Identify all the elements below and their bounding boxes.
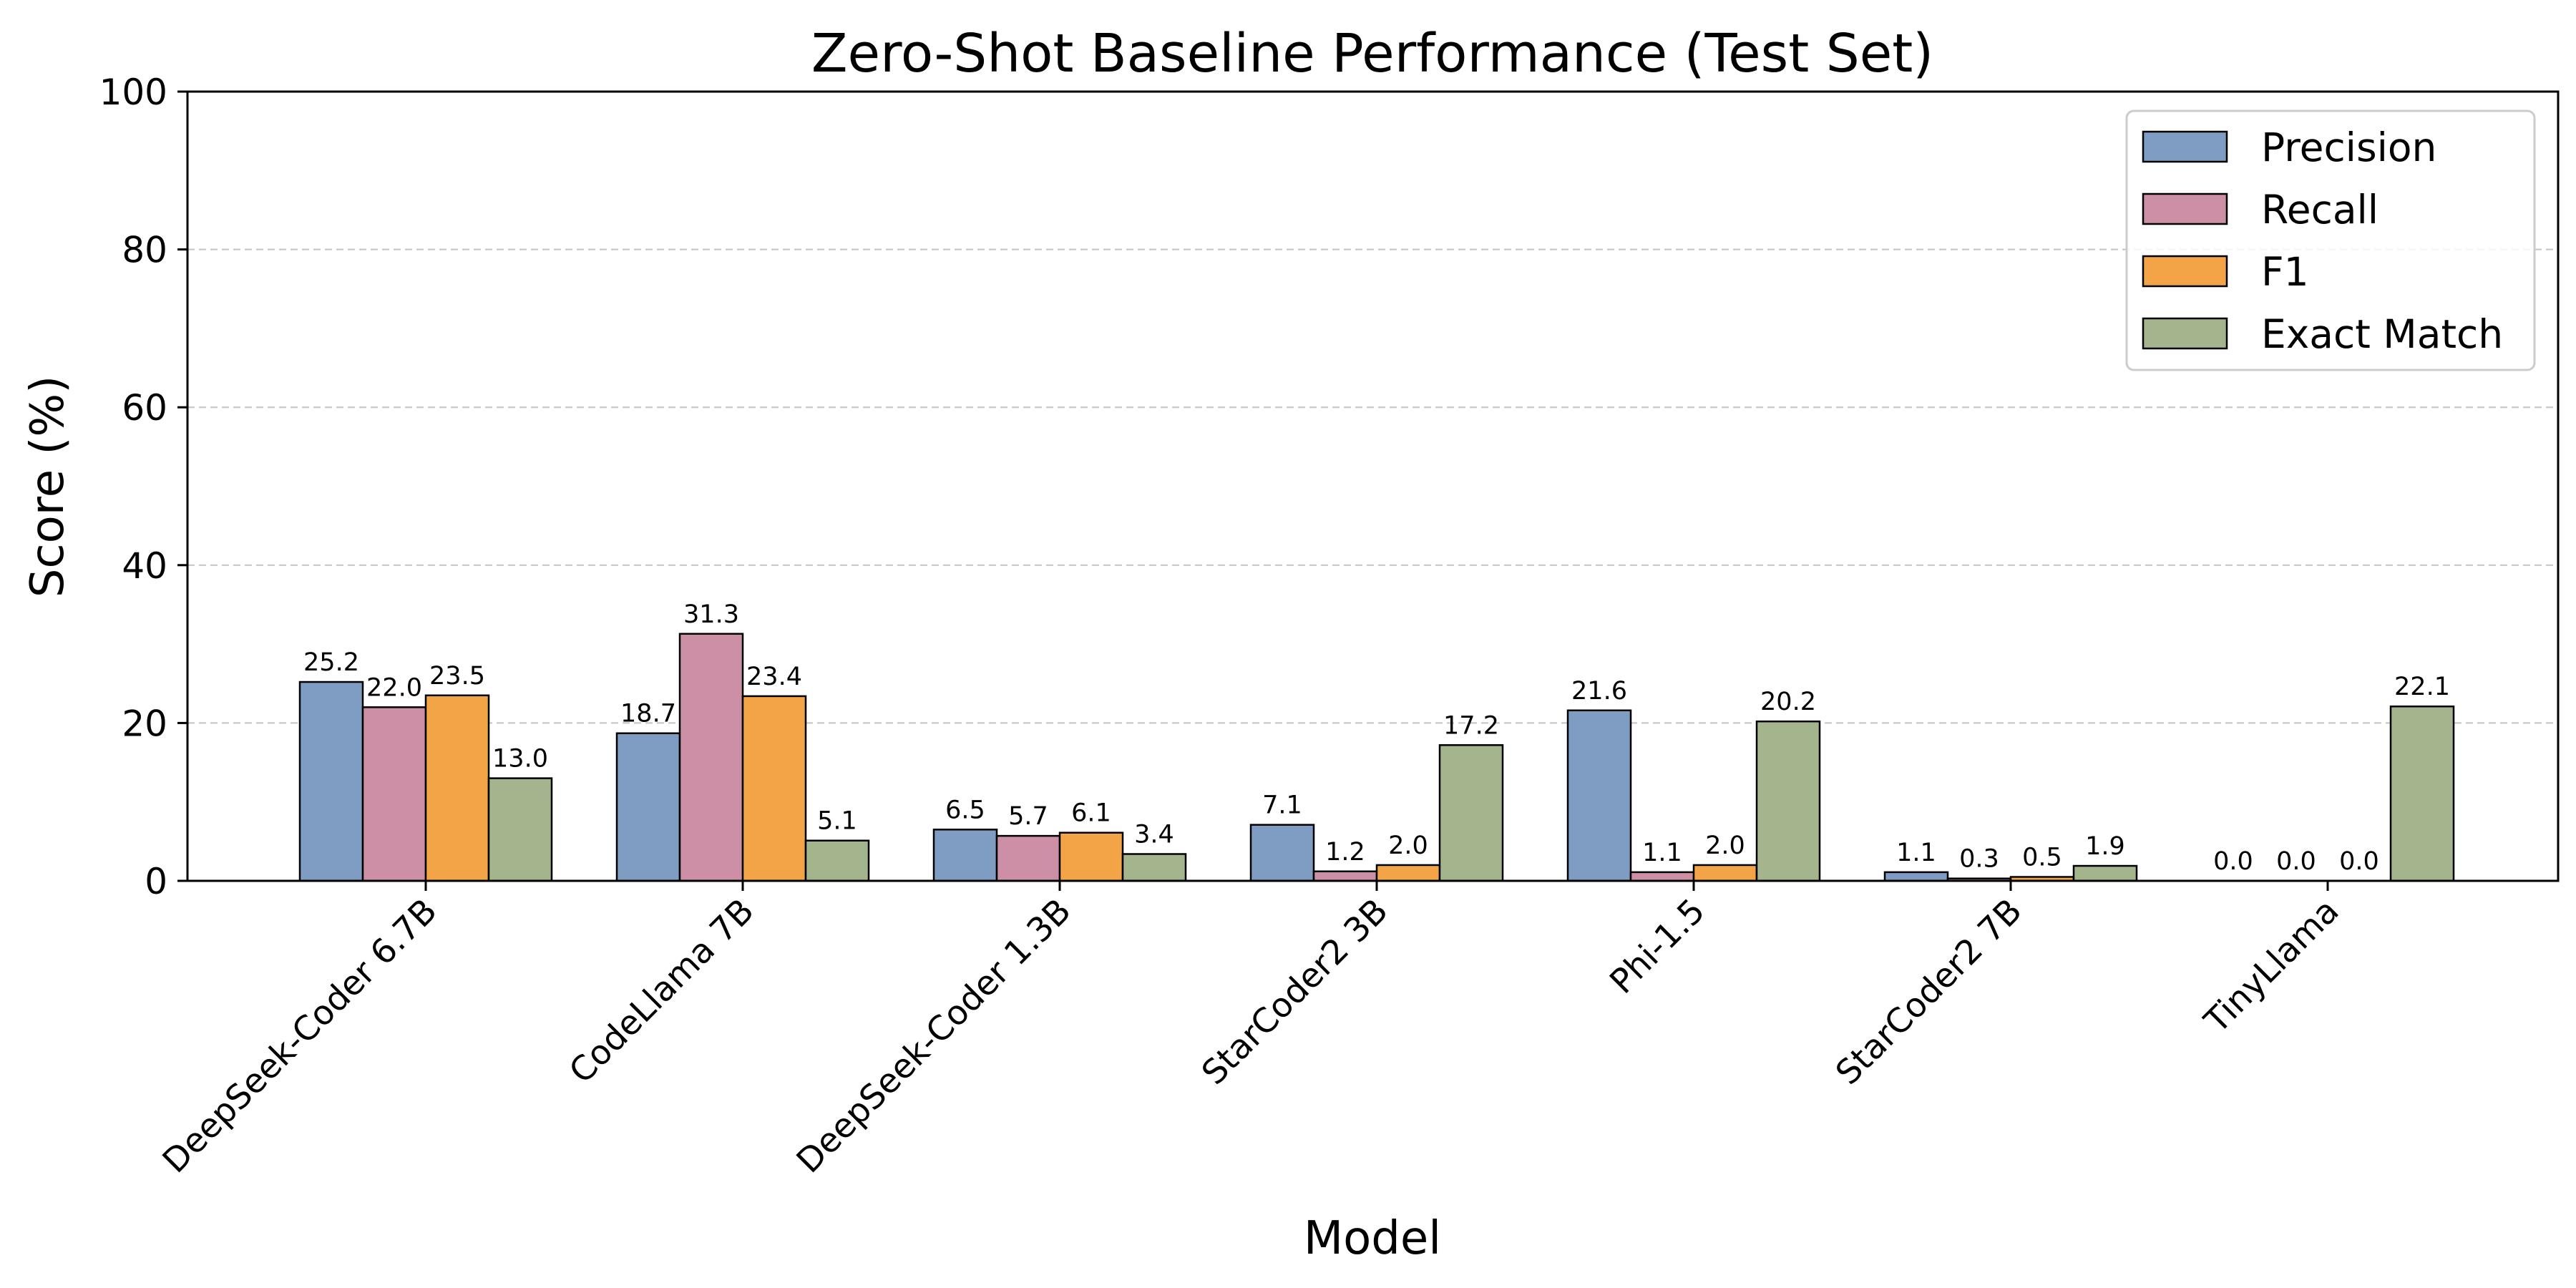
x-tick-label: DeepSeek-Coder 1.3B <box>789 892 1079 1181</box>
x-axis-label: Model <box>1304 1212 1441 1265</box>
data-label: 31.3 <box>683 600 739 629</box>
data-label: 21.6 <box>1571 677 1627 706</box>
data-label: 6.5 <box>945 796 985 824</box>
data-label: 17.2 <box>1443 711 1499 740</box>
bar-exact-match <box>2072 864 2138 882</box>
bar-recall <box>1629 871 1695 882</box>
bar-f1 <box>1692 864 1758 882</box>
data-label: 7.1 <box>1262 791 1302 820</box>
data-label: 22.1 <box>2394 673 2450 701</box>
data-label: 1.2 <box>1325 838 1365 867</box>
legend-box <box>2125 109 2536 371</box>
data-label: 22.0 <box>366 673 422 702</box>
bar-f1 <box>741 695 807 882</box>
legend-label: Recall <box>2261 187 2379 233</box>
bar-exact-match <box>1438 744 1504 882</box>
bar-recall <box>995 834 1061 882</box>
bar-precision <box>298 680 364 882</box>
bar-recall <box>1312 870 1378 882</box>
x-tick-label: StarCoder2 7B <box>1828 892 2029 1093</box>
data-label: 13.0 <box>492 745 548 774</box>
data-label: 0.3 <box>1959 845 1999 874</box>
data-label: 3.4 <box>1134 820 1174 849</box>
bar-precision <box>615 732 681 882</box>
bar-f1 <box>1058 831 1124 882</box>
bars-layer <box>298 633 2455 882</box>
x-tick-label: Phi-1.5 <box>1602 892 1712 1002</box>
data-label: 0.0 <box>2276 847 2316 876</box>
bar-f1 <box>424 694 490 882</box>
x-axis: DeepSeek-Coder 6.7B CodeLlama 7B DeepSeek-… <box>155 881 2347 1181</box>
bar-precision <box>1566 709 1632 882</box>
x-tick-label: DeepSeek-Coder 6.7B <box>155 892 445 1181</box>
y-tick-label: 40 <box>122 545 167 587</box>
bar-recall <box>361 706 427 882</box>
data-label: 1.9 <box>2085 832 2125 861</box>
legend: Precision Recall F1 Exact Match <box>2125 109 2536 371</box>
data-label: 5.7 <box>1008 802 1048 831</box>
bar-precision <box>932 829 998 882</box>
data-label: 23.4 <box>746 663 802 691</box>
legend-label: Exact Match <box>2261 311 2503 357</box>
data-label: 2.0 <box>1388 831 1428 860</box>
data-label: 0.0 <box>2213 847 2253 876</box>
bar-exact-match <box>804 839 870 882</box>
data-label: 2.0 <box>1705 831 1745 860</box>
data-label: 0.0 <box>2339 847 2379 876</box>
data-label: 1.1 <box>1896 839 1936 867</box>
data-label: 1.1 <box>1642 839 1682 867</box>
y-axis-label: Score (%) <box>21 376 74 597</box>
data-label: 25.2 <box>303 648 359 677</box>
legend-label: Precision <box>2261 125 2436 170</box>
data-label: 5.1 <box>817 807 857 836</box>
bar-precision <box>1249 824 1315 882</box>
legend-swatch <box>2142 192 2228 225</box>
data-labels: 25.222.0 23.5 13.0 18.7 31.3 23.4 5.1 6.5 5.7 6.1… <box>303 600 2450 876</box>
bar-exact-match <box>487 777 553 882</box>
x-tick-label: CodeLlama 7B <box>562 892 761 1091</box>
y-tick-label: 100 <box>99 72 167 113</box>
data-label: 0.5 <box>2022 843 2062 872</box>
plot-frame <box>186 90 2560 882</box>
bar-exact-match <box>1121 853 1187 882</box>
legend-swatch <box>2142 130 2228 163</box>
bar-precision <box>1883 871 1949 882</box>
data-label: 23.5 <box>429 662 485 691</box>
bar-f1 <box>1375 864 1441 882</box>
x-tick-label: StarCoder2 3B <box>1194 892 1395 1093</box>
legend-swatch <box>2142 255 2228 288</box>
legend-label: F1 <box>2261 249 2309 295</box>
bar-exact-match <box>1755 720 1821 882</box>
y-tick-label: 60 <box>122 387 167 429</box>
chart-title: Zero-Shot Baseline Performance (Test Set… <box>811 23 1933 84</box>
data-label: 20.2 <box>1760 688 1816 716</box>
y-tick-label: 80 <box>122 230 167 271</box>
bar-exact-match <box>2389 705 2455 882</box>
x-tick-label: TinyLlama <box>2197 892 2347 1042</box>
data-label: 18.7 <box>620 700 676 728</box>
y-axis: 0 20 40 60 80 100 <box>99 72 187 902</box>
y-tick-label: 20 <box>122 703 167 744</box>
bar-recall <box>678 633 744 882</box>
data-label: 6.1 <box>1071 799 1111 828</box>
legend-swatch <box>2142 317 2228 350</box>
y-tick-label: 0 <box>145 861 167 902</box>
